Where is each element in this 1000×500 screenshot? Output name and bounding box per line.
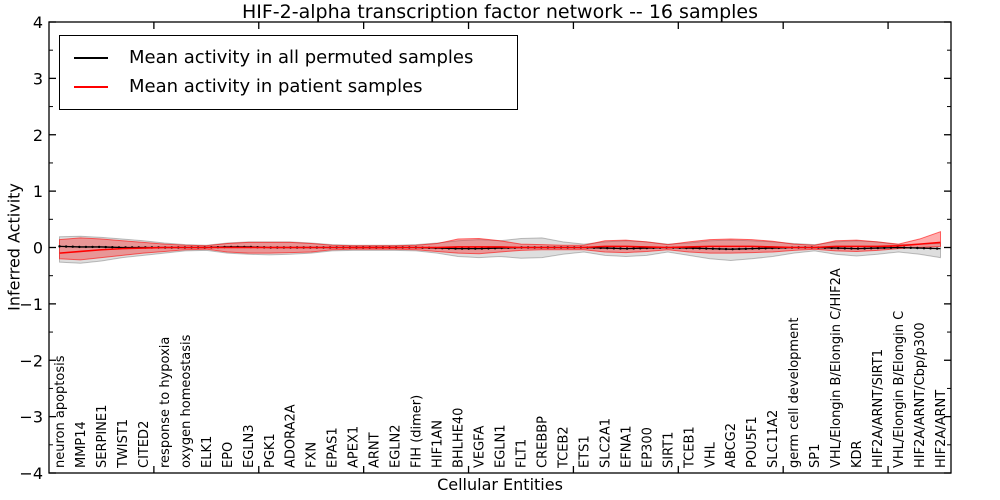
legend-item-permuted: Mean activity in all permuted samples bbox=[74, 43, 503, 72]
y-tick-label: −4 bbox=[19, 464, 43, 483]
x-category-label: HIF1AN bbox=[431, 420, 446, 468]
x-category-label: EGLN2 bbox=[389, 424, 404, 468]
x-category-label: neuron apoptosis bbox=[53, 355, 68, 468]
legend-label-permuted: Mean activity in all permuted samples bbox=[129, 47, 474, 68]
x-axis-label: Cellular Entities bbox=[437, 475, 563, 494]
x-category-label: HIF2A/ARNT/SIRT1 bbox=[871, 349, 886, 468]
x-category-label: HIF2A/ARNT/Cbp/p300 bbox=[913, 322, 928, 468]
x-category-label: CITED2 bbox=[137, 421, 152, 468]
legend-line-permuted bbox=[74, 56, 108, 59]
chart-title: HIF-2-alpha transcription factor network… bbox=[241, 1, 759, 23]
x-category-label: EPAS1 bbox=[326, 427, 341, 468]
x-category-label: TWIST1 bbox=[116, 419, 131, 469]
x-category-label: MMP14 bbox=[74, 421, 89, 468]
x-category-label: SIRT1 bbox=[661, 432, 676, 468]
x-category-label: ETS1 bbox=[577, 435, 592, 468]
legend: Mean activity in all permuted samples Me… bbox=[59, 35, 518, 110]
permuted-band bbox=[58, 235, 942, 264]
y-tick-label: −3 bbox=[19, 408, 43, 427]
x-category-label: BHLHE40 bbox=[452, 408, 467, 468]
x-category-label: response to hypoxia bbox=[158, 337, 173, 468]
patient-mean-line bbox=[59, 241, 941, 254]
legend-label-patient: Mean activity in patient samples bbox=[129, 76, 423, 97]
x-category-label: FLT1 bbox=[514, 439, 529, 468]
x-category-label: SP1 bbox=[808, 444, 823, 468]
x-category-label: POU5F1 bbox=[745, 416, 760, 468]
x-category-label: EGLN3 bbox=[242, 424, 257, 468]
x-category-label: oxygen homeostasis bbox=[179, 334, 194, 468]
legend-item-patient: Mean activity in patient samples bbox=[74, 72, 503, 101]
y-tick-label: 0 bbox=[33, 239, 43, 258]
x-category-label: VHL bbox=[703, 441, 718, 468]
y-axis-label: Inferred Activity bbox=[4, 183, 24, 311]
x-category-label: VHL/Elongin B/Elongin C bbox=[892, 311, 907, 468]
x-category-label: SLC2A1 bbox=[598, 418, 613, 468]
x-category-label: EPO bbox=[221, 442, 236, 468]
x-category-label: ABCG2 bbox=[724, 423, 739, 468]
x-category-label: APEX1 bbox=[347, 426, 362, 468]
patient-band bbox=[58, 231, 942, 261]
y-tick-label: 3 bbox=[33, 69, 43, 88]
legend-line-patient bbox=[74, 85, 108, 88]
y-tick-label: 4 bbox=[33, 13, 43, 32]
x-category-label: TCEB2 bbox=[556, 426, 571, 469]
x-category-label: EP300 bbox=[640, 427, 655, 468]
x-category-label: KDR bbox=[850, 440, 865, 468]
x-category-label: PGK1 bbox=[263, 433, 278, 468]
x-category-label: VHL/Elongin B/Elongin C/HIF2A bbox=[829, 268, 844, 468]
x-category-label: EGLN1 bbox=[494, 424, 509, 468]
x-category-label: TCEB1 bbox=[682, 426, 697, 469]
x-category-label: FXN bbox=[305, 442, 320, 468]
x-category-label: VEGFA bbox=[473, 426, 488, 468]
x-category-label: HIF2A/ARNT bbox=[934, 390, 949, 468]
y-tick-label: −2 bbox=[19, 351, 43, 370]
x-category-label: SLC11A2 bbox=[766, 410, 781, 468]
x-category-label: EFNA1 bbox=[619, 425, 634, 468]
y-tick-label: 1 bbox=[33, 182, 43, 201]
x-category-label: ELK1 bbox=[200, 436, 215, 468]
y-tick-label: −1 bbox=[19, 295, 43, 314]
x-category-label: germ cell development bbox=[787, 318, 802, 468]
x-category-label: ADORA2A bbox=[284, 404, 299, 468]
x-category-label: SERPINE1 bbox=[95, 405, 110, 468]
x-category-label: CREBBP bbox=[535, 416, 550, 468]
x-category-label: FIH (dimer) bbox=[410, 395, 425, 468]
y-tick-label: 2 bbox=[33, 126, 43, 145]
x-category-label: ARNT bbox=[368, 432, 383, 468]
